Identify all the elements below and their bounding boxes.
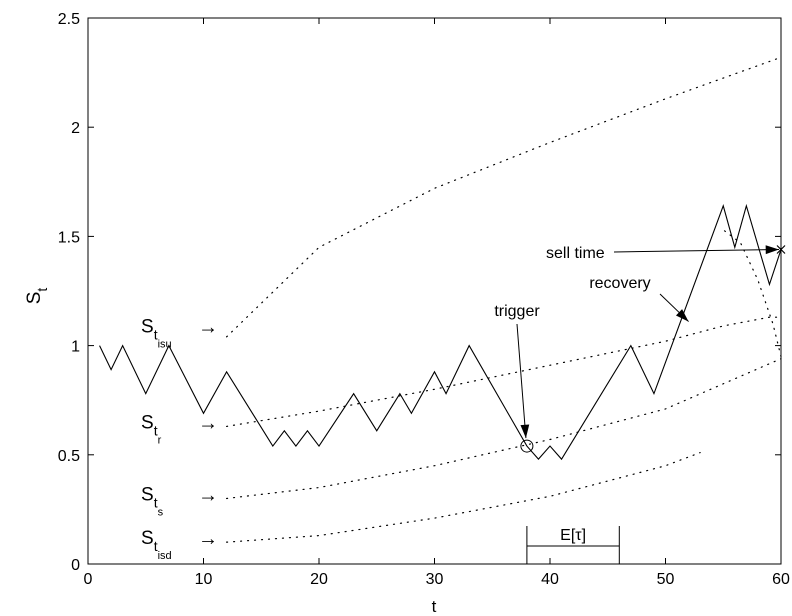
trigger-arrow-head — [520, 424, 530, 439]
y-tick-label: 0 — [71, 557, 80, 574]
boundary-label-arrow: → — [198, 484, 218, 506]
boundary-label-arrow: → — [198, 528, 218, 550]
x-axis-label: t — [432, 597, 437, 616]
boundary-curve — [722, 229, 782, 358]
x-tick-label: 40 — [541, 571, 559, 588]
boundary-label: Sts — [141, 484, 164, 518]
boundary-label: Str — [141, 412, 162, 446]
y-tick-label: 2 — [71, 120, 80, 137]
price-path-line — [99, 203, 782, 461]
boundary-curves — [226, 56, 782, 543]
x-tick-label: 0 — [84, 571, 93, 588]
boundary-labels: Stisu → Str → Sts → Stisd → — [141, 316, 218, 562]
trigger-marker — [520, 439, 534, 453]
boundary-label-arrow: → — [198, 316, 218, 338]
y-tick-label: 1 — [71, 339, 80, 356]
boundary-curve — [226, 56, 782, 338]
boundary-curve — [226, 452, 701, 543]
x-tick-label: 50 — [657, 571, 675, 588]
x-tick-label: 20 — [310, 571, 328, 588]
recovery-arrow-head — [675, 309, 689, 322]
axis-ticks: 0 10 20 30 40 50 60 0 0.5 1 1.5 2 2.5 — [58, 11, 790, 588]
sell-time-arrow-head — [765, 245, 779, 255]
sell-time-label: sell time — [546, 245, 605, 262]
y-tick-label: 2.5 — [58, 11, 80, 28]
y-axis-label: St — [24, 288, 50, 305]
y-axis-label-sub: t — [34, 288, 50, 292]
sell-time-marker — [776, 245, 786, 254]
x-tick-label: 60 — [772, 571, 790, 588]
price-path — [99, 203, 782, 461]
boundary-label: Stisd — [141, 528, 172, 562]
y-tick-label: 1.5 — [58, 229, 80, 246]
trigger-arrow — [516, 323, 527, 439]
x-tick-label: 30 — [426, 571, 444, 588]
recovery-label: recovery — [589, 275, 650, 292]
x-tick-label: 10 — [195, 571, 213, 588]
sell-time-arrow — [613, 249, 780, 253]
plot-frame — [87, 17, 782, 565]
boundary-curve — [226, 316, 782, 428]
boundary-label: Stisu — [141, 316, 172, 350]
expected-tau-label: E[τ] — [560, 527, 586, 544]
boundary-curve — [226, 358, 782, 500]
annotations: trigger recovery sell time E[τ] — [494, 245, 786, 564]
boundary-label-arrow: → — [198, 412, 218, 434]
trigger-label: trigger — [494, 303, 540, 320]
y-tick-label: 0.5 — [58, 448, 80, 465]
